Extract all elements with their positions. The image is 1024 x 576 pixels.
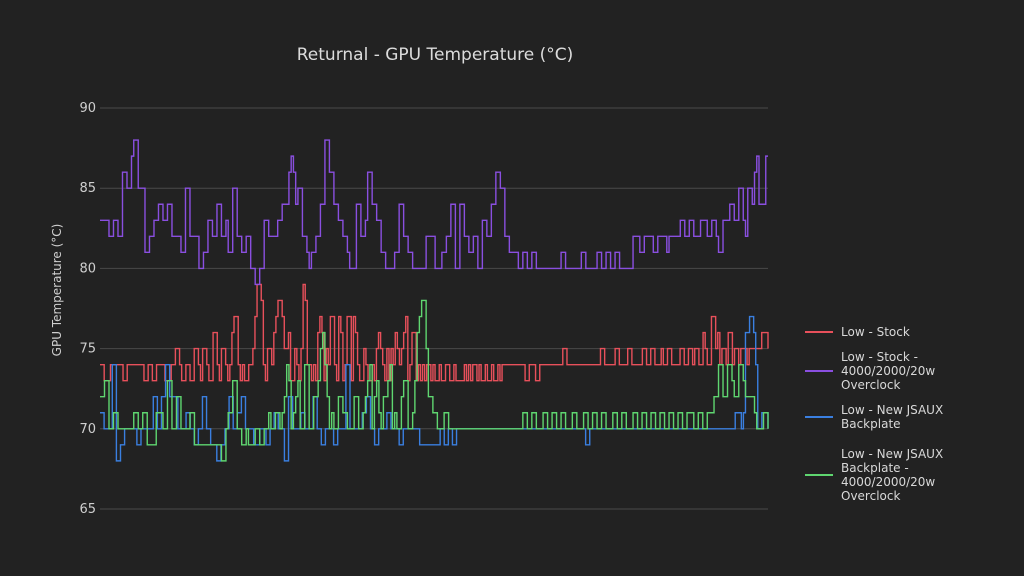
series-line-3	[100, 315, 769, 462]
legend-label-4[interactable]: Low - New JSAUX	[841, 447, 943, 461]
legend-label-3[interactable]: Backplate	[841, 417, 901, 431]
legend-label-4[interactable]: 4000/2000/20w	[841, 475, 935, 489]
legend-label-2[interactable]: Overclock	[841, 378, 900, 392]
y-tick-label: 90	[79, 101, 96, 116]
y-tick-label: 80	[79, 261, 96, 276]
legend-label-2[interactable]: 4000/2000/20w	[841, 364, 935, 378]
y-tick-label: 75	[79, 342, 96, 357]
y-tick-label: 70	[79, 422, 96, 437]
series-line-1	[100, 283, 769, 382]
y-tick-label: 65	[79, 502, 96, 517]
legend-label-4[interactable]: Overclock	[841, 489, 900, 503]
legend-label-1[interactable]: Low - Stock	[841, 325, 910, 339]
grid	[100, 107, 768, 510]
chart-title: Returnal - GPU Temperature (°C)	[297, 45, 574, 65]
series-line-2	[100, 139, 768, 286]
legend-label-4[interactable]: Backplate -	[841, 461, 909, 475]
legend-label-3[interactable]: Low - New JSAUX	[841, 403, 943, 417]
y-tick-label: 85	[79, 181, 96, 196]
series-layer	[100, 139, 769, 462]
y-axis-ticks: 65 70 75 80 85 90	[79, 101, 96, 517]
legend-label-2[interactable]: Low - Stock -	[841, 350, 918, 364]
series-line-4	[100, 299, 769, 462]
y-axis-label: GPU Temperature (°C)	[50, 224, 64, 357]
